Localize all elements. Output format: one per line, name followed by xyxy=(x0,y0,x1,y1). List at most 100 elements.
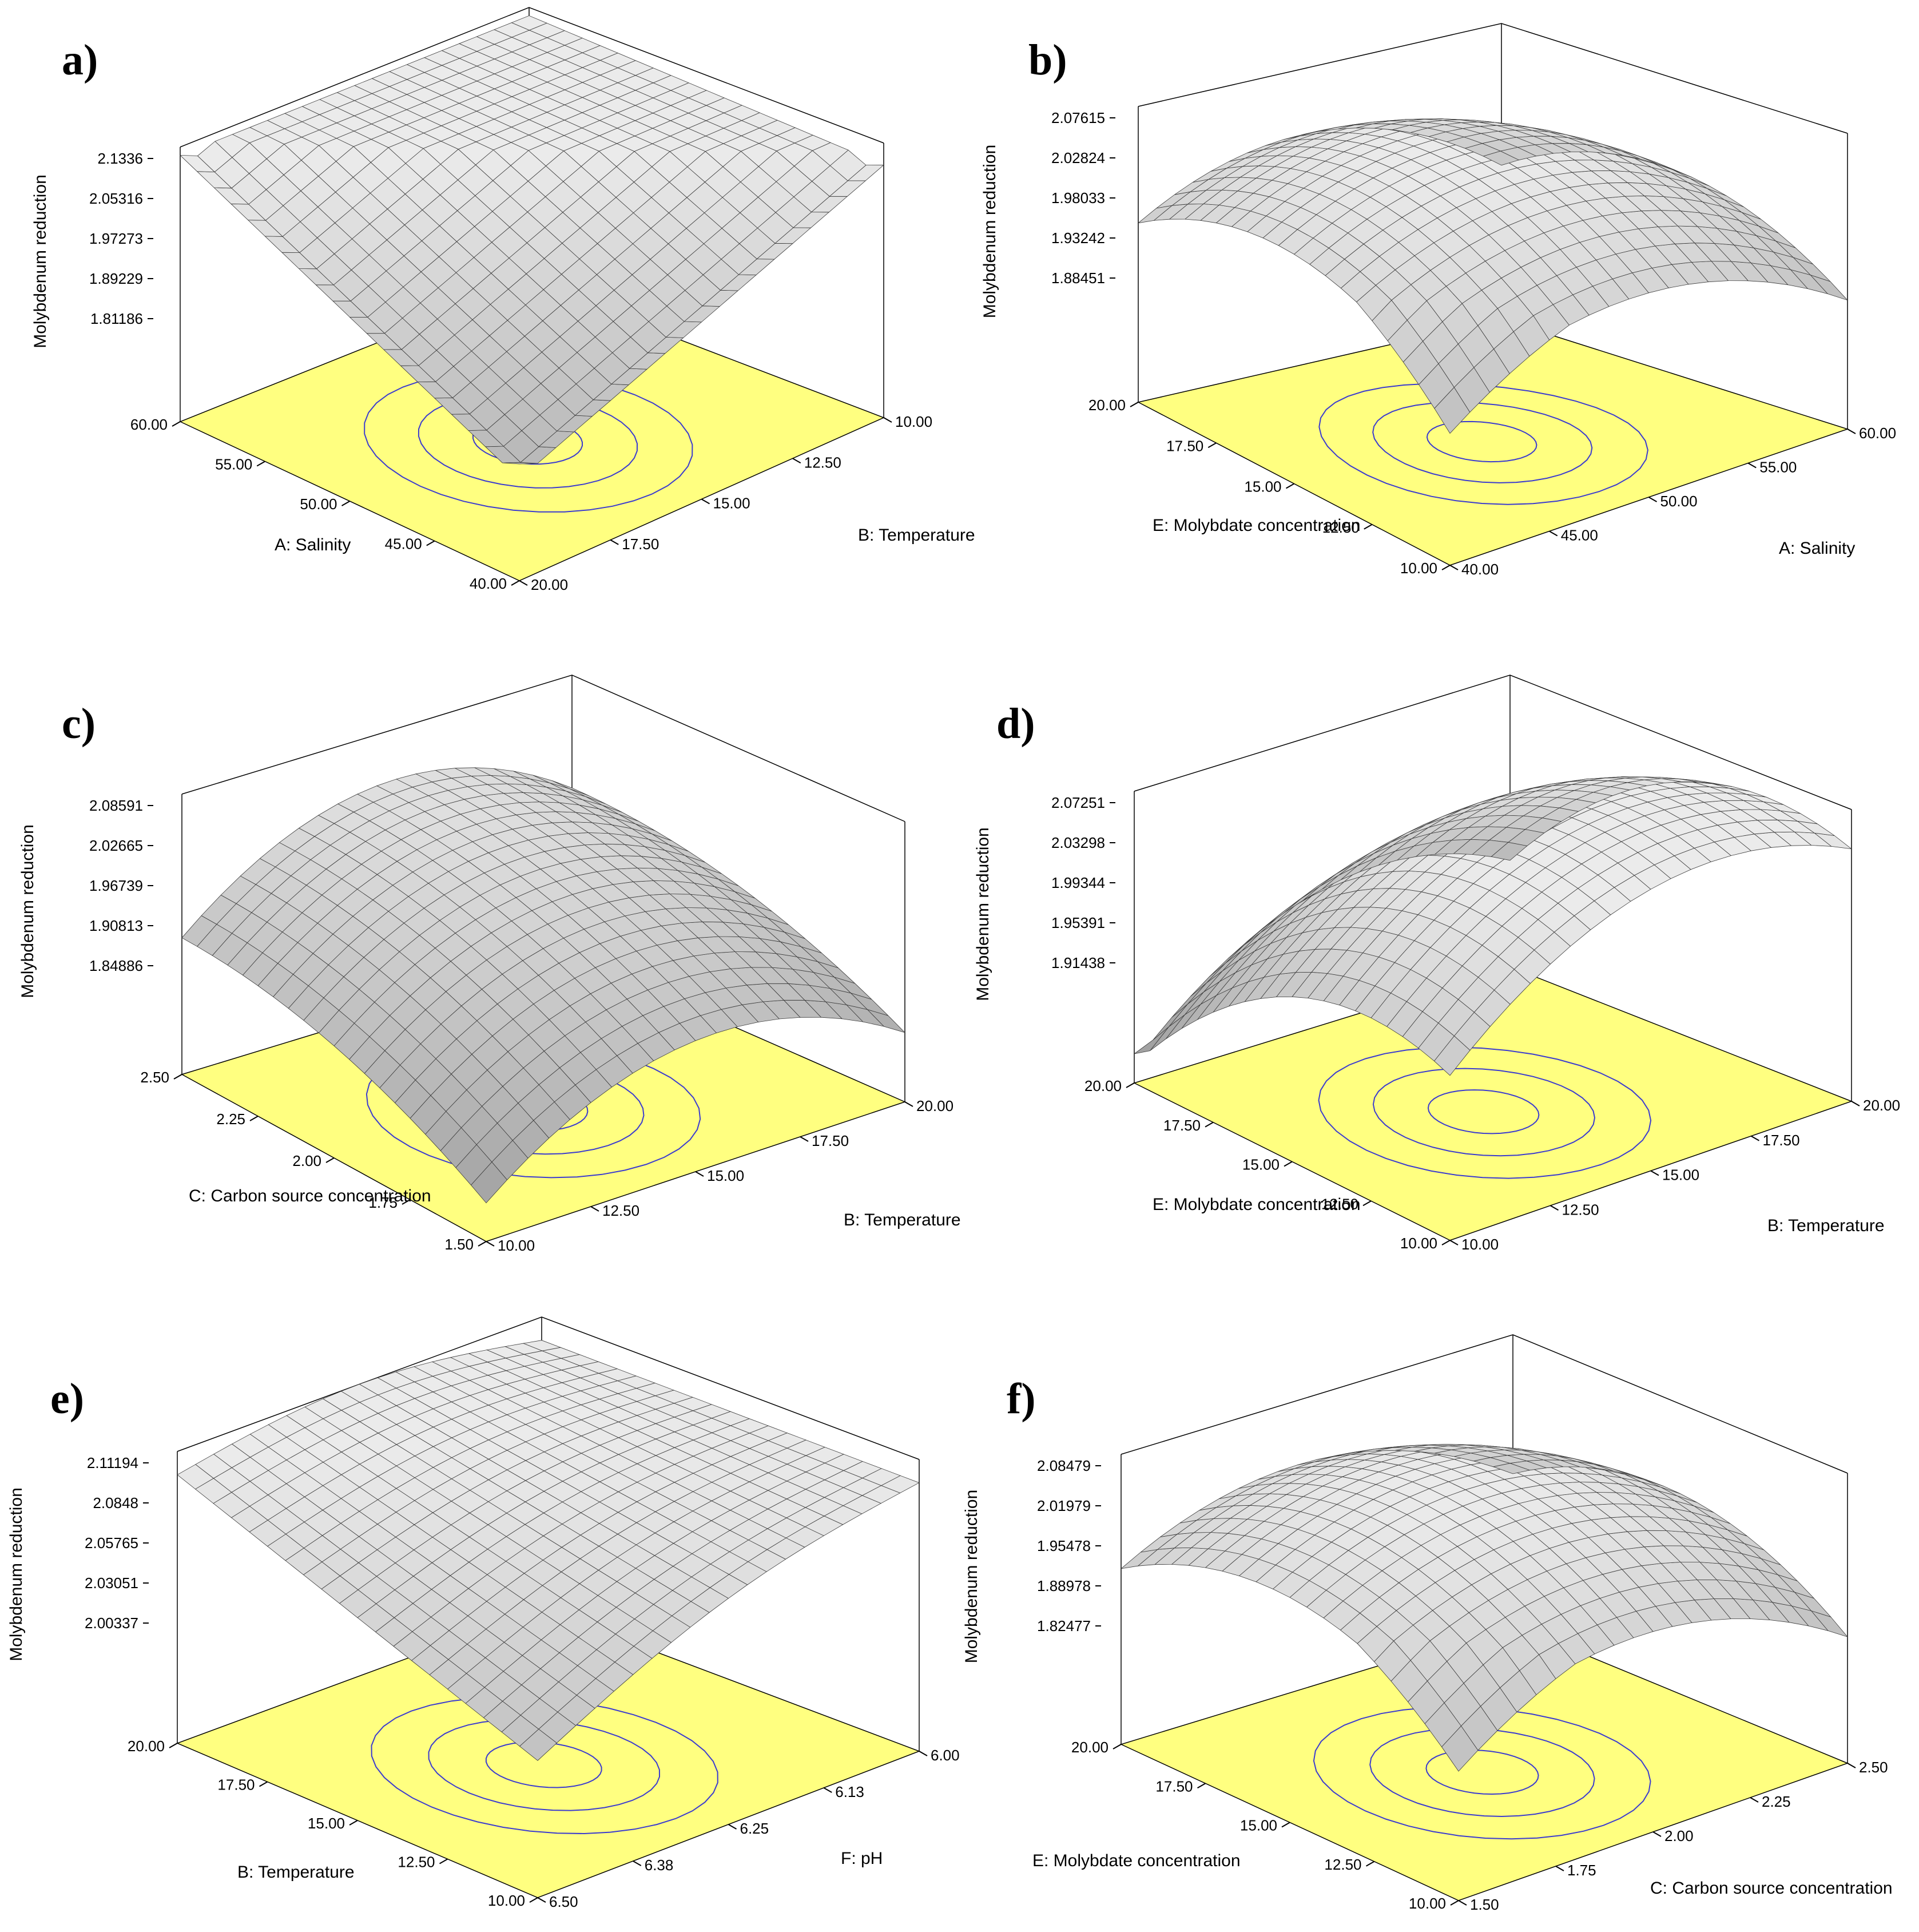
right-axis-tick-label: 1.50 xyxy=(1470,1896,1499,1913)
left-axis-tick-mark xyxy=(1450,1900,1459,1906)
right-axis-tick-label: 6.50 xyxy=(549,1893,578,1910)
z-tick-label: 1.99344 xyxy=(1051,874,1105,891)
contour-line xyxy=(1369,1728,1595,1818)
right-axis-tick-mark xyxy=(590,1206,599,1212)
z-tick-label: 2.08479 xyxy=(1037,1457,1091,1474)
left-axis-tick-mark xyxy=(1130,402,1139,407)
z-axis-title: Molybdenum reduction xyxy=(7,1487,26,1661)
right-axis-tick-mark xyxy=(610,539,619,545)
z-tick-label: 2.0848 xyxy=(93,1494,138,1512)
contour-line xyxy=(1318,1046,1652,1179)
z-tick-label: 1.88978 xyxy=(1037,1577,1091,1594)
panel-c: 2.08591 2.02665 1.96739 1.90813 1.84886 Molyb… xyxy=(18,675,961,1254)
left-axis-tick-label: 15.00 xyxy=(1240,1817,1277,1834)
right-axis-tick-mark xyxy=(1458,1900,1467,1906)
contour-line xyxy=(485,1741,602,1788)
z-tick-label: 2.01979 xyxy=(1037,1497,1091,1514)
z-tick-label: 2.08591 xyxy=(89,797,143,814)
left-axis-tick-mark xyxy=(1126,1082,1135,1088)
right-axis-tick-mark xyxy=(1851,1101,1860,1106)
z-tick-label: 2.05765 xyxy=(85,1534,138,1552)
left-axis-tick-label: 1.50 xyxy=(444,1236,474,1253)
z-tick-label: 1.95478 xyxy=(1037,1537,1091,1554)
left-axis-tick-label: 2.00 xyxy=(292,1152,321,1169)
left-axis-tick-label: 12.50 xyxy=(398,1854,435,1871)
right-axis-tick-label: 6.13 xyxy=(835,1783,864,1800)
right-axis-tick-mark xyxy=(519,580,528,586)
right-axis-tick-label: 2.00 xyxy=(1664,1827,1694,1844)
z-axis-title: Molybdenum reduction xyxy=(18,824,37,998)
left-axis-tick-mark xyxy=(439,1858,448,1864)
panel-label: b) xyxy=(1028,36,1067,84)
right-axis-tick-mark xyxy=(883,417,892,423)
right-axis-tick-label: 12.50 xyxy=(1562,1201,1599,1218)
z-axis-title: Molybdenum reduction xyxy=(980,145,999,319)
right-axis-title: B: Temperature xyxy=(858,526,975,545)
left-axis-tick-mark xyxy=(1362,1200,1372,1207)
left-axis-tick-label: 15.00 xyxy=(308,1815,345,1832)
left-axis-tick-mark xyxy=(1441,565,1451,570)
left-axis-tick-label: 17.50 xyxy=(1163,1117,1201,1134)
right-axis-tick-mark xyxy=(633,1860,642,1866)
left-axis-title: C: Carbon source concentration xyxy=(189,1187,431,1205)
left-axis-tick-mark xyxy=(169,1743,178,1748)
left-axis-tick-label: 10.00 xyxy=(1400,560,1437,577)
left-axis-tick-mark xyxy=(511,580,520,586)
z-tick-label: 1.84886 xyxy=(89,957,143,974)
left-axis-tick-mark xyxy=(1281,1822,1290,1828)
right-axis-tick-label: 12.50 xyxy=(602,1202,639,1219)
right-axis-tick-label: 40.00 xyxy=(1461,561,1499,578)
right-axis-tick-label: 20.00 xyxy=(916,1097,953,1114)
surface-cell xyxy=(1150,1014,1185,1051)
left-axis-tick-mark xyxy=(1441,1240,1451,1245)
left-axis-tick-label: 2.25 xyxy=(216,1110,245,1128)
right-axis-tick-label: 17.50 xyxy=(622,535,659,553)
right-axis-title: A: Salinity xyxy=(1779,539,1855,558)
z-tick-label: 2.07615 xyxy=(1051,109,1105,126)
left-axis-tick-label: 45.00 xyxy=(385,535,422,553)
z-axis-title: Molybdenum reduction xyxy=(962,1490,981,1664)
contour-line xyxy=(1372,402,1593,483)
left-axis-tick-label: 17.50 xyxy=(1166,437,1203,454)
panel-b: 2.07615 2.02824 1.98033 1.93242 1.88451 Molyb… xyxy=(980,23,1896,578)
left-axis-tick-label: 17.50 xyxy=(1155,1778,1193,1795)
box-top-edge xyxy=(1134,675,1852,810)
right-axis-tick-label: 50.00 xyxy=(1660,493,1698,510)
right-axis-tick-label: 10.00 xyxy=(498,1237,535,1254)
right-axis-tick-mark xyxy=(904,1101,913,1107)
contour-line xyxy=(1318,383,1648,505)
panel-label: a) xyxy=(62,36,98,84)
right-axis-tick-mark xyxy=(1847,1763,1856,1768)
left-axis-tick-label: 20.00 xyxy=(1084,1077,1122,1094)
right-axis-tick-label: 20.00 xyxy=(531,576,568,593)
left-axis-tick-label: 20.00 xyxy=(128,1737,165,1755)
left-axis-title: E: Molybdate concentration xyxy=(1153,1195,1361,1214)
left-axis-tick-mark xyxy=(249,1116,259,1121)
left-axis-tick-label: 12.50 xyxy=(1321,1195,1358,1212)
right-axis-tick-label: 12.50 xyxy=(804,454,841,471)
z-tick-label: 2.03298 xyxy=(1051,834,1105,851)
contour-line xyxy=(1425,1749,1539,1795)
contour-line xyxy=(364,371,693,513)
left-axis-tick-label: 12.50 xyxy=(1322,519,1360,536)
z-tick-label: 1.82477 xyxy=(1037,1617,1091,1635)
left-axis-tick-mark xyxy=(1113,1744,1122,1749)
right-axis-tick-mark xyxy=(1449,1240,1459,1245)
z-tick-label: 1.98033 xyxy=(1051,189,1105,207)
left-axis-title: E: Molybdate concentration xyxy=(1032,1851,1241,1870)
right-axis-title: C: Carbon source concentration xyxy=(1650,1879,1893,1898)
left-axis-tick-mark xyxy=(259,1781,268,1787)
left-axis-tick-label: 55.00 xyxy=(215,456,252,473)
left-axis-title: A: Salinity xyxy=(275,535,351,554)
z-tick-label: 2.02665 xyxy=(89,837,143,854)
right-axis-tick-label: 10.00 xyxy=(1461,1236,1499,1253)
right-axis-tick-label: 60.00 xyxy=(1859,425,1896,442)
left-axis-tick-label: 12.50 xyxy=(1324,1856,1361,1873)
right-axis-tick-mark xyxy=(1747,462,1757,469)
right-axis-tick-label: 20.00 xyxy=(1863,1097,1900,1114)
box-top-edge xyxy=(1138,23,1848,134)
box-top-edge xyxy=(180,7,884,148)
right-axis-tick-mark xyxy=(701,498,710,505)
right-axis-tick-label: 15.00 xyxy=(707,1167,744,1184)
